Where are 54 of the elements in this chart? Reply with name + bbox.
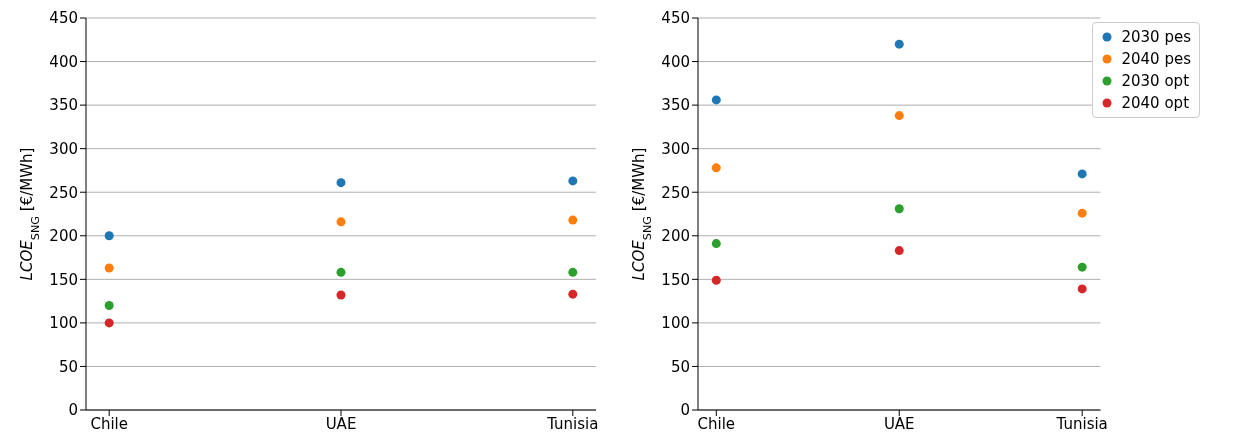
point (568, 267, 578, 277)
y-tick-label: 300 (49, 139, 78, 158)
point (568, 176, 578, 186)
legend-label: 2030 opt (1121, 71, 1190, 92)
y-tick-label: 0 (68, 401, 78, 420)
point (568, 215, 578, 225)
y-tick-label: 250 (661, 183, 690, 202)
point (336, 178, 346, 188)
x-tick-label: UAE (883, 414, 915, 433)
point (104, 231, 114, 241)
point (336, 217, 346, 227)
y-tick-label: 400 (661, 52, 690, 71)
point (104, 300, 114, 310)
point (1077, 284, 1087, 294)
y-tick-label: 350 (661, 96, 690, 115)
point (711, 275, 721, 285)
point (711, 95, 721, 105)
y-tick-label: 250 (49, 183, 78, 202)
legend-label: 2030 pes (1121, 27, 1191, 48)
point (894, 246, 904, 256)
point (336, 290, 346, 300)
point (711, 239, 721, 249)
legend-label: 2040 opt (1121, 93, 1190, 114)
y-tick-label: 400 (49, 52, 78, 71)
x-tick-label: Tunisia (1055, 414, 1108, 433)
y-tick-label: 0 (680, 401, 690, 420)
point (711, 163, 721, 173)
point (1077, 262, 1087, 272)
point (104, 263, 114, 273)
y-tick-label: 200 (661, 227, 690, 246)
y-tick-label: 300 (661, 139, 690, 158)
y-tick-label: 100 (49, 314, 78, 333)
point (1077, 208, 1087, 218)
legend-label: 2040 pes (1121, 49, 1191, 70)
x-tick-label: Chile (90, 414, 128, 433)
x-tick-label: Tunisia (546, 414, 599, 433)
point (894, 111, 904, 121)
y-tick-label: 100 (661, 314, 690, 333)
y-tick-label: 50 (670, 357, 690, 376)
point (1077, 169, 1087, 179)
point (568, 289, 578, 299)
y-tick-label: 150 (49, 270, 78, 289)
y-tick-label: 200 (49, 227, 78, 246)
y-tick-label: 350 (49, 96, 78, 115)
point (894, 39, 904, 49)
point (894, 204, 904, 214)
y-tick-label: 50 (58, 357, 78, 376)
y-tick-label: 450 (49, 9, 78, 28)
point (104, 318, 114, 328)
x-tick-label: Chile (697, 414, 736, 433)
y-tick-label: 150 (661, 270, 690, 289)
y-tick-label: 450 (661, 9, 690, 28)
point (336, 267, 346, 277)
x-tick-label: UAE (325, 414, 357, 433)
